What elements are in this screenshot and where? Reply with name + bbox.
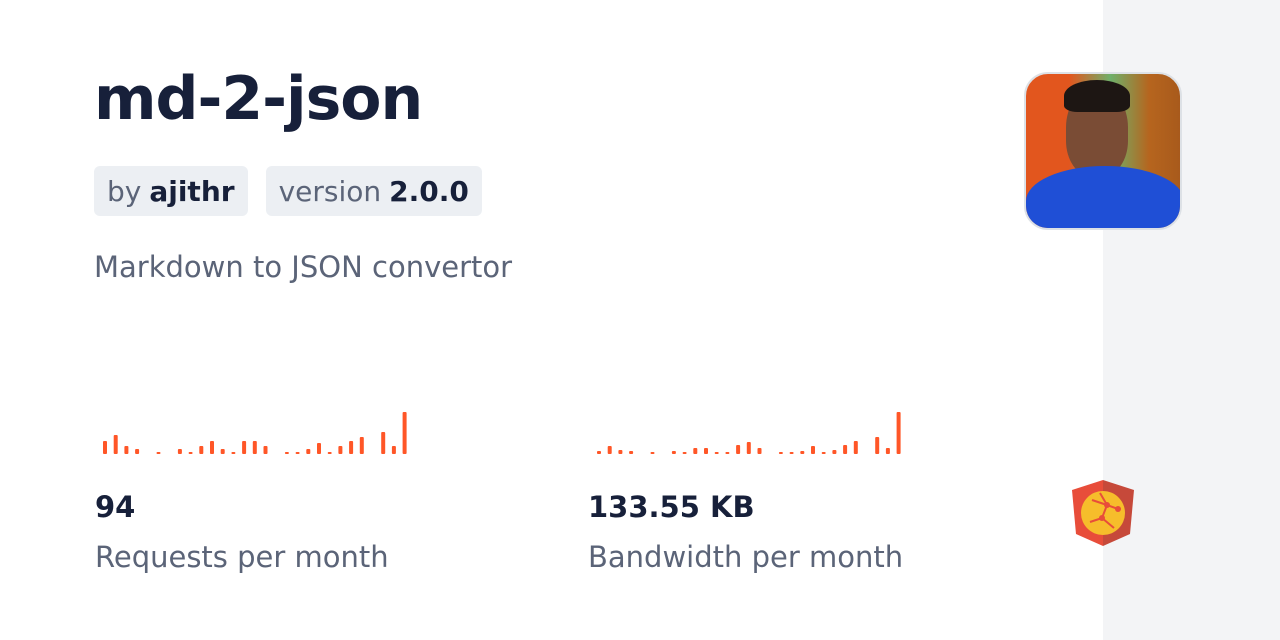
chart-bar [295, 452, 300, 454]
chart-bar [252, 441, 257, 454]
version-badge: version 2.0.0 [265, 166, 482, 216]
package-description: Markdown to JSON convertor [94, 250, 513, 284]
chart-bar [210, 441, 214, 454]
chart-bar [306, 449, 311, 454]
chart-bar [242, 441, 247, 454]
bandwidth-label: Bandwidth per month [588, 540, 904, 574]
chart-bar [789, 452, 794, 454]
chart-bar [853, 441, 858, 454]
chart-bar [896, 412, 901, 454]
chart-bar [821, 452, 826, 454]
chart-bar [220, 449, 225, 454]
chart-bar [725, 452, 730, 454]
chart-bar [317, 443, 321, 454]
chart-bar [885, 448, 890, 454]
chart-bar [800, 451, 805, 454]
version-value: 2.0.0 [389, 174, 469, 208]
chart-bar [607, 446, 612, 454]
chart-bar [113, 435, 118, 454]
chart-bar [650, 452, 655, 454]
chart-bar [746, 442, 751, 454]
requests-value: 94 [95, 490, 136, 524]
requests-label: Requests per month [95, 540, 389, 574]
chart-bar [597, 451, 601, 454]
avatar [1024, 72, 1182, 230]
chart-bar [327, 452, 332, 454]
bandwidth-value: 133.55 KB [588, 490, 755, 524]
chart-bar [402, 412, 407, 454]
chart-bar [135, 449, 140, 454]
chart-bar [811, 446, 815, 454]
chart-bar [338, 446, 343, 454]
requests-chart [103, 412, 407, 454]
chart-bar [843, 445, 848, 454]
chart-bar [875, 437, 880, 454]
chart-bar [177, 449, 182, 454]
chart-bar [714, 452, 719, 454]
chart-bar [349, 441, 354, 454]
chart-bar [736, 445, 741, 454]
chart-bar [832, 450, 837, 454]
chart-bar [778, 452, 783, 454]
chart-bar [757, 448, 762, 454]
chart-bar [124, 446, 129, 454]
chart-bar [381, 432, 386, 454]
chart-bar [284, 452, 289, 454]
by-label: by [107, 174, 142, 208]
chart-bar [682, 452, 687, 454]
chart-bar [199, 446, 204, 454]
bandwidth-chart [597, 412, 901, 454]
chart-bar [156, 452, 161, 454]
chart-bar [263, 446, 268, 454]
author-badge: by ajithr [94, 166, 248, 216]
chart-bar [188, 452, 193, 454]
chart-bar [671, 451, 676, 454]
chart-bar [359, 437, 364, 454]
chart-bar [618, 450, 623, 454]
chart-bar [704, 448, 708, 454]
chart-bar [103, 441, 107, 454]
package-title: md-2-json [94, 64, 423, 134]
author-name: ajithr [149, 174, 235, 208]
chart-bar [629, 451, 634, 454]
jsdelivr-logo-icon [1072, 480, 1134, 546]
chart-bar [231, 452, 236, 454]
version-label: version [278, 174, 382, 208]
chart-bar [693, 448, 698, 454]
chart-bar [391, 446, 396, 454]
